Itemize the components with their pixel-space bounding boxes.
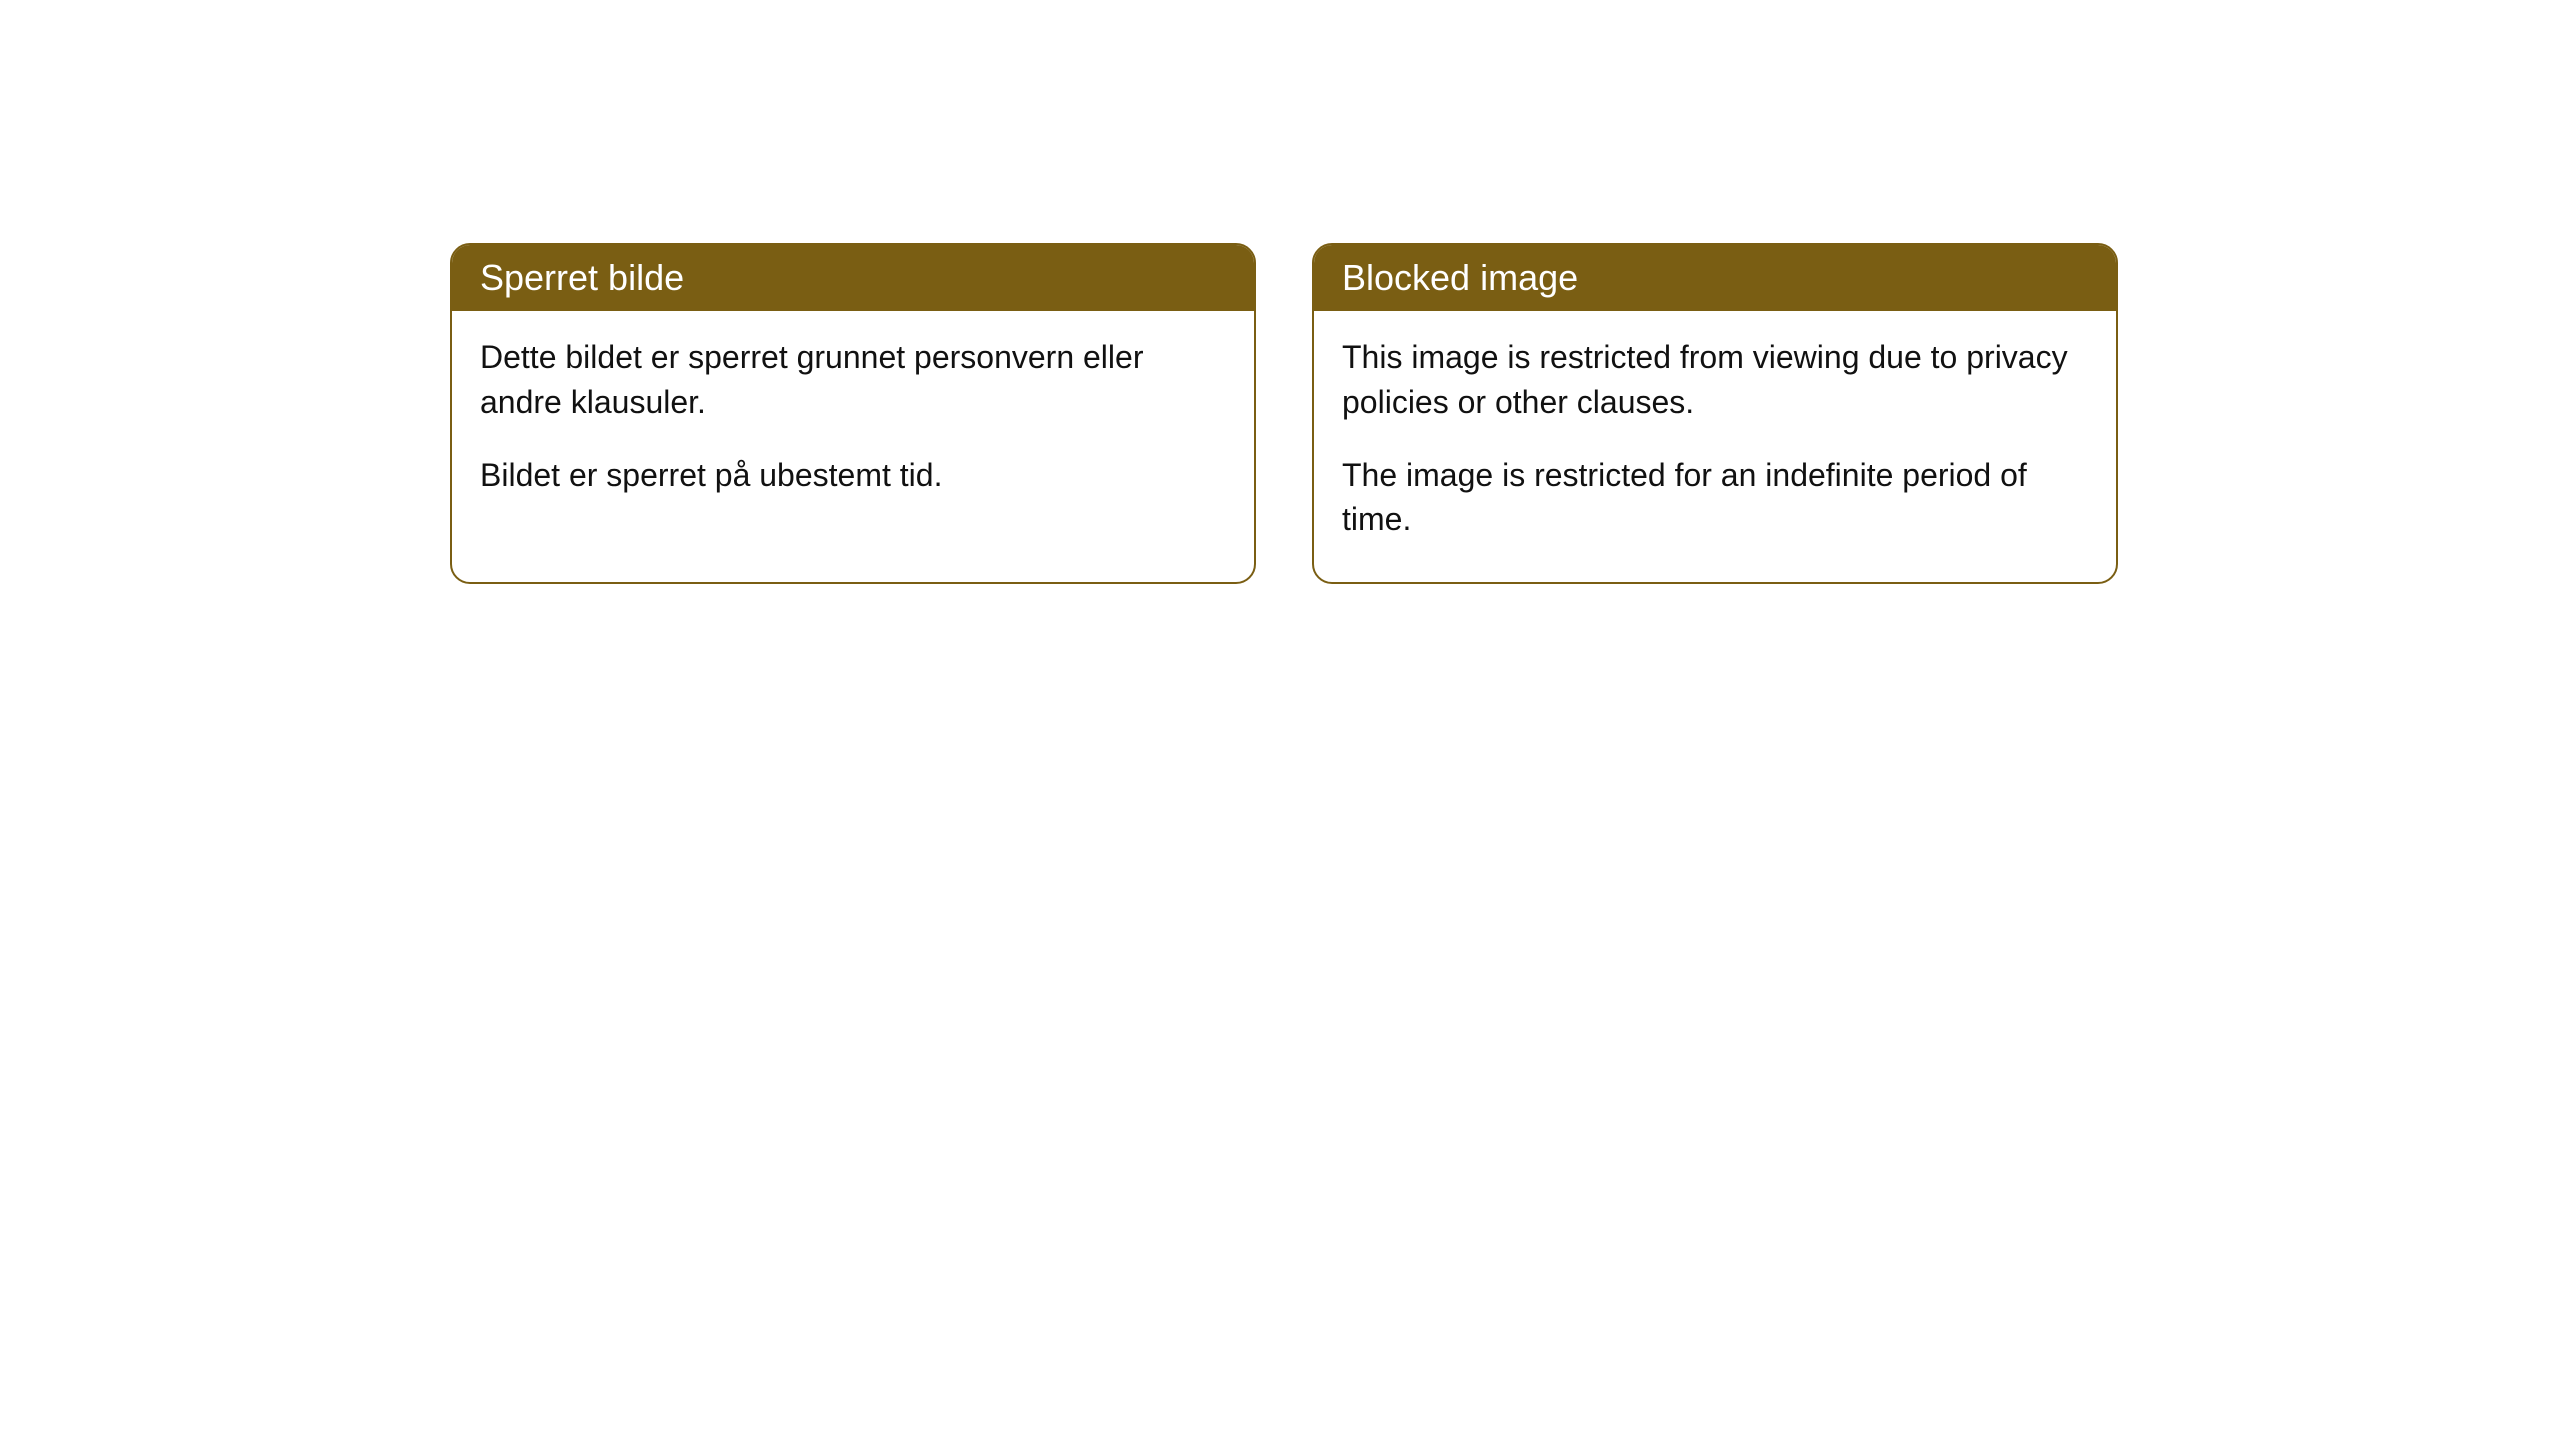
card-title: Blocked image bbox=[1342, 257, 1578, 298]
card-paragraph: Bildet er sperret på ubestemt tid. bbox=[480, 453, 1226, 498]
card-paragraph: Dette bildet er sperret grunnet personve… bbox=[480, 335, 1226, 425]
card-header: Blocked image bbox=[1314, 245, 2116, 311]
card-paragraph: The image is restricted for an indefinit… bbox=[1342, 453, 2088, 543]
card-header: Sperret bilde bbox=[452, 245, 1254, 311]
notice-card-norwegian: Sperret bilde Dette bildet er sperret gr… bbox=[450, 243, 1256, 584]
notice-card-english: Blocked image This image is restricted f… bbox=[1312, 243, 2118, 584]
notice-container: Sperret bilde Dette bildet er sperret gr… bbox=[450, 243, 2118, 584]
card-paragraph: This image is restricted from viewing du… bbox=[1342, 335, 2088, 425]
card-body: This image is restricted from viewing du… bbox=[1314, 311, 2116, 582]
card-title: Sperret bilde bbox=[480, 257, 684, 298]
card-body: Dette bildet er sperret grunnet personve… bbox=[452, 311, 1254, 537]
